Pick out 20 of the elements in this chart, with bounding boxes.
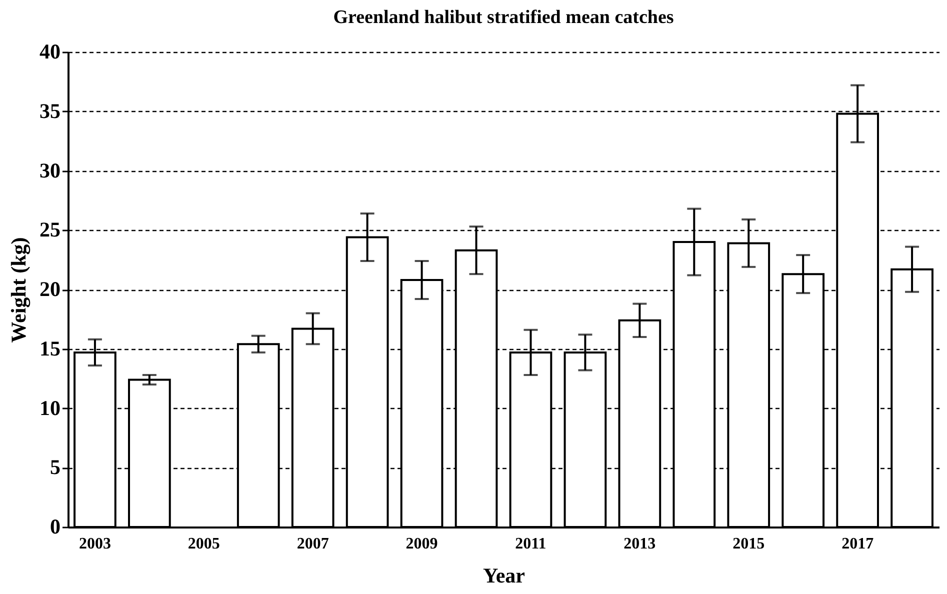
y-tick-label: 30 <box>40 158 60 182</box>
x-tick-label: 2017 <box>842 536 874 552</box>
y-tick-label: 15 <box>40 336 60 360</box>
x-tick-label: 2003 <box>78 536 111 552</box>
y-tick-label: 20 <box>40 277 60 301</box>
y-tick-label: 10 <box>40 396 60 420</box>
x-tick-label: 2009 <box>406 536 438 552</box>
y-tick-label: 40 <box>40 40 60 64</box>
y-tick-label: 5 <box>50 455 60 480</box>
y-axis-title: Weight (kg) <box>6 237 30 343</box>
x-tick-label: 2007 <box>296 536 329 552</box>
x-tick-label: 2013 <box>624 536 656 552</box>
x-tick-label: 2015 <box>732 536 765 552</box>
y-tick-label: 0 <box>50 514 60 538</box>
y-tick-label: 35 <box>40 98 60 123</box>
y-tick-label: 25 <box>40 218 60 242</box>
x-tick-label: 2005 <box>188 536 220 552</box>
x-tick-label: 2011 <box>515 536 546 552</box>
chart-title: Greenland halibut stratified mean catches <box>333 7 674 28</box>
x-axis-title: Year <box>483 564 525 588</box>
